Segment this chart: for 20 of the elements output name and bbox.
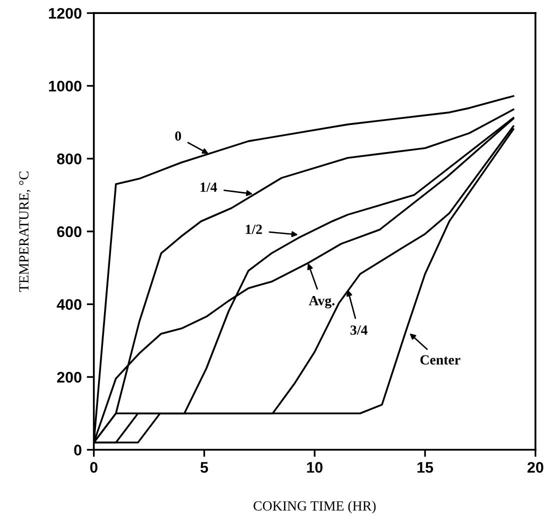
x-tick-label: 10 [307, 462, 323, 473]
x-axis-title: COKING TIME (HR) [254, 500, 376, 514]
y-tick-label: 1000 [49, 80, 82, 92]
annotation: 0 [175, 131, 182, 141]
x-tick-label: 20 [527, 462, 544, 473]
y-tick-label: 0 [74, 444, 82, 456]
x-tick-label: 0 [90, 462, 98, 473]
y-tick-label: 400 [56, 299, 82, 310]
y-tick-label: 600 [57, 226, 82, 238]
annotation: 1/2 [246, 224, 262, 234]
y-tick-label: 800 [57, 154, 82, 164]
x-tick-label: 5 [200, 462, 208, 473]
annotation: Center [420, 355, 460, 365]
annotation: Avg. [308, 296, 334, 308]
y-tick-label: 1200 [49, 8, 82, 19]
x-tick-label: 15 [418, 462, 434, 473]
y-tick-label: 200 [57, 372, 82, 383]
y-axis-title: TEMPERATURE, °C [19, 172, 31, 292]
annotation: 1/4 [200, 182, 217, 192]
annotation: 3/4 [350, 325, 368, 335]
